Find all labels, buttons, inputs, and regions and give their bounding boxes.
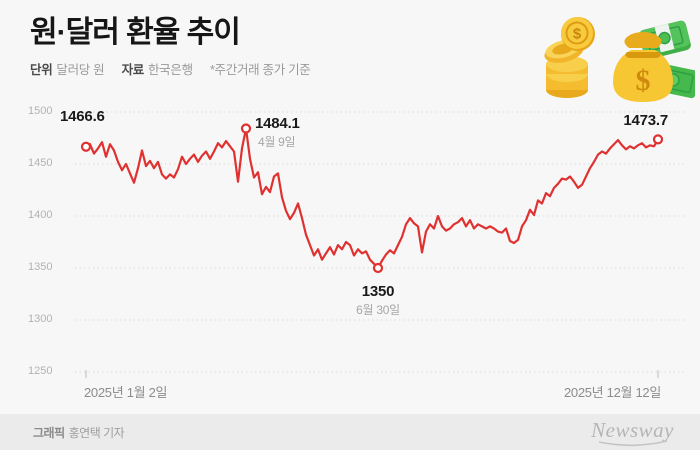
money-bag-icon: $: [613, 32, 673, 102]
annotation-low-value: 1350: [361, 283, 395, 300]
annotation-end-value: 1473.7: [623, 112, 668, 129]
logo-swoosh-icon: [598, 440, 667, 447]
y-tick-1400: 1400: [28, 209, 53, 221]
x-label-start: 2025년 1월 2일: [84, 385, 168, 400]
graphic-credit: 그래픽 홍연택 기자: [33, 424, 125, 441]
unit-label: 단위: [30, 63, 53, 77]
y-tick-1250: 1250: [28, 365, 53, 377]
dollar-coin-icon: $: [561, 17, 595, 51]
header: 원·달러 환율 추이 단위 달러당 원 자료 한국은행 *주간거래 종가 기준: [30, 16, 311, 78]
money-illustration: $ $: [544, 17, 695, 102]
annotation-start-value: 1466.6: [60, 108, 105, 125]
svg-text:$: $: [636, 64, 651, 97]
y-tick-1300: 1300: [28, 313, 53, 325]
chart-subtitle: 단위 달러당 원 자료 한국은행 *주간거래 종가 기준: [30, 59, 311, 78]
unit-value: 달러당 원: [56, 63, 105, 77]
annotation-low-date: 6월 30일: [356, 303, 400, 317]
newsway-logo: Newsway: [591, 418, 674, 448]
footer-bar: 그래픽 홍연택 기자 Newsway: [0, 414, 700, 450]
y-tick-1500: 1500: [28, 105, 53, 117]
source-value: 한국은행: [147, 63, 193, 77]
page-title: 원·달러 환율 추이: [30, 16, 241, 49]
x-label-end: 2025년 12월 12일: [563, 385, 661, 400]
y-tick-1450: 1450: [28, 157, 53, 169]
y-tick-1350: 1350: [28, 261, 53, 273]
svg-text:$: $: [573, 26, 582, 43]
credit-value: 홍연택 기자: [68, 426, 125, 440]
credit-label: 그래픽: [33, 426, 65, 440]
annotation-peak-value: 1484.1: [255, 115, 300, 132]
newsway-logo-text: Newsway: [591, 418, 674, 442]
source-label: 자료: [121, 63, 145, 77]
basis-note: *주간거래 종가 기준: [209, 63, 311, 77]
annotation-peak-date: 4월 9일: [258, 135, 296, 149]
